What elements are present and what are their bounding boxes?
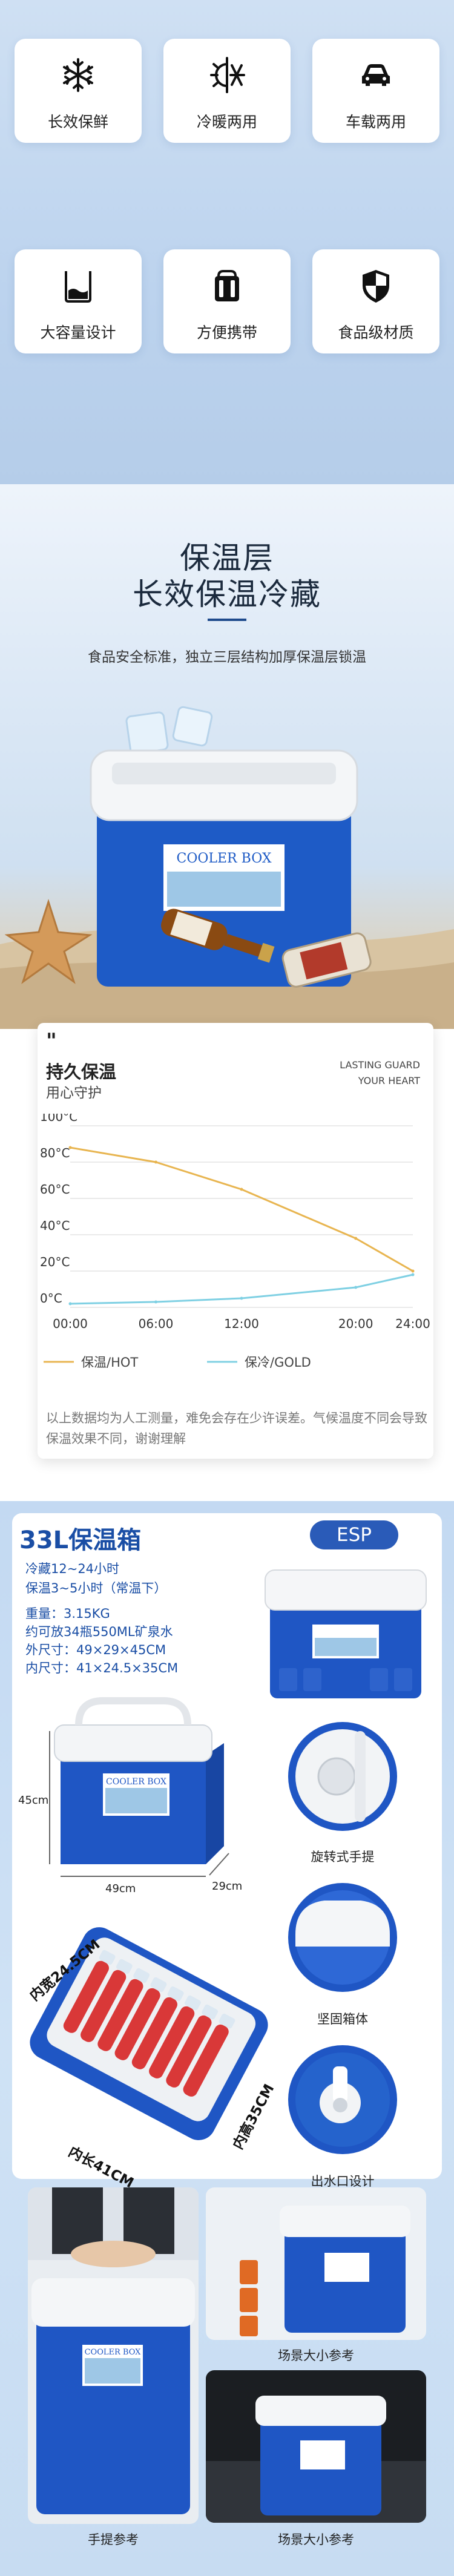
- shield-icon: [363, 270, 389, 303]
- cooler-interior-drawing: [30, 1927, 268, 2140]
- photo-caption: 手提参考: [88, 2532, 139, 2547]
- data-point: [154, 1300, 157, 1304]
- spec-line: 重量：3.15KG: [25, 1606, 110, 1621]
- hand-carry-photo: COOLER BOX: [28, 2187, 199, 2524]
- chart-card-title: 持久保温: [46, 1062, 117, 1082]
- product-title: 33L保温箱: [19, 1526, 142, 1554]
- feature-label: 车载两用: [345, 113, 406, 131]
- spec-line: 保温3~5小时（常温下）: [25, 1581, 167, 1595]
- y-tick-label: 80°C: [40, 1146, 70, 1160]
- beer-bottle-icon: [161, 908, 275, 963]
- cooler-dimension-drawing: COOLER BOX: [49, 1697, 229, 1877]
- hero-subtitle: 食品安全标准，独立三层结构加厚保温层锁温: [88, 649, 366, 665]
- y-tick-label: 20°C: [40, 1255, 70, 1269]
- data-point: [68, 1302, 72, 1306]
- spec-line: 外尺寸：49×29×45CM: [25, 1643, 166, 1657]
- spec-line: 约可放34瓶550ML矿泉水: [25, 1625, 173, 1639]
- water-outlet-detail: [288, 2045, 397, 2154]
- chart-card-subtitle: 用心守护: [46, 1085, 102, 1101]
- photo-caption: 场景大小参考: [278, 2348, 354, 2363]
- data-point: [411, 1273, 415, 1276]
- feature-card-food-grade: 食品级材质: [312, 249, 439, 353]
- data-point: [354, 1286, 358, 1289]
- hero-section: 保温层 长效保温冷藏 食品安全标准，独立三层结构加厚保温层锁温 COOLER B…: [0, 484, 454, 1029]
- y-tick-label: 40°C: [40, 1218, 70, 1233]
- rotating-handle-detail: [288, 1722, 397, 1831]
- hero-title-line1: 保温层: [180, 540, 274, 576]
- ice-cubes-icon: [125, 706, 213, 755]
- feature-card-fresh: 长效保鲜: [15, 39, 142, 143]
- feature-caption: 出水口设计: [311, 2174, 375, 2189]
- hero-illustration: COOLER BOX: [0, 706, 454, 1029]
- legend-label: 保温/HOT: [81, 1355, 138, 1370]
- x-tick-label: 06:00: [139, 1316, 174, 1331]
- feature-card-capacity: 大容量设计: [15, 249, 142, 353]
- data-point: [154, 1160, 157, 1164]
- measurement-note: 以上数据均为人工测量，难免会存在少许误差。气候温度不同会导致保温效果不同，谢谢理…: [46, 1411, 427, 1446]
- spec-line: 冷藏12~24小时: [25, 1562, 120, 1576]
- scene-size-photo-2: [206, 2370, 426, 2523]
- scene-size-photo-1: [206, 2187, 426, 2340]
- height-dimension: 45cm: [18, 1794, 49, 1807]
- product-detail-section: 33L保温箱 ESP 冷藏12~24小时 保温3~5小时（常温下） 重量：3.1…: [0, 1501, 454, 2576]
- feature-card-portable: 方便携带: [163, 249, 291, 353]
- cooler-carry-icon: [215, 270, 239, 301]
- feature-caption: 旋转式手提: [311, 1850, 375, 1864]
- data-point: [240, 1296, 243, 1300]
- photo-caption: 场景大小参考: [278, 2532, 354, 2547]
- y-tick-label: 60°C: [40, 1182, 70, 1197]
- features-section: 长效保鲜 冷暖两用 车载两用 大容量设计: [0, 0, 454, 484]
- data-point: [411, 1269, 415, 1273]
- insulation-chart-card: " 持久保温 用心守护 LASTING GUARD YOUR HEART 0°C…: [38, 1023, 433, 1459]
- box-label-text: COOLER BOX: [176, 851, 271, 866]
- feature-label: 大容量设计: [40, 324, 116, 341]
- sturdy-body-detail: [288, 1883, 397, 1992]
- temperature-chart: 0°C 20°C 40°C 60°C 80°C 100°C 00:00 06:00 12:00 2…: [40, 1114, 430, 1370]
- cooler-box-image: COOLER BOX: [90, 749, 358, 987]
- feature-label: 冷暖两用: [196, 113, 257, 131]
- data-point: [68, 1146, 72, 1149]
- feature-caption: 坚固箱体: [317, 2012, 368, 2026]
- spec-panel: 33L保温箱 ESP 冷藏12~24小时 保温3~5小时（常温下） 重量：3.1…: [12, 1513, 442, 2191]
- series-line-hot: [70, 1146, 413, 1272]
- starfish-icon: [4, 899, 93, 984]
- feature-label: 食品级材质: [338, 324, 414, 341]
- english-tagline-2: YOUR HEART: [358, 1075, 420, 1086]
- feature-card-hot-cold: 冷暖两用: [163, 39, 291, 143]
- length-dimension: 49cm: [105, 1882, 136, 1895]
- spec-line: 内尺寸：41×24.5×35CM: [25, 1661, 179, 1675]
- quote-mark: ": [46, 1029, 57, 1053]
- hero-title-line2: 长效保温冷藏: [133, 577, 321, 612]
- car-icon: [362, 64, 390, 86]
- english-tagline-1: LASTING GUARD: [340, 1059, 420, 1071]
- x-tick-label: 20:00: [338, 1316, 373, 1331]
- x-tick-label: 24:00: [395, 1316, 430, 1331]
- title-divider: [208, 619, 246, 621]
- legend-label: 保冷/GOLD: [245, 1355, 311, 1370]
- sun-snow-icon: [210, 57, 245, 93]
- box-label-text: COOLER BOX: [106, 1777, 166, 1787]
- y-tick-label: 100°C: [40, 1114, 77, 1124]
- feature-label: 方便携带: [196, 324, 257, 341]
- data-point: [354, 1237, 358, 1240]
- feature-label: 长效保鲜: [47, 113, 108, 131]
- width-dimension: 29cm: [212, 1880, 243, 1893]
- x-tick-label: 00:00: [53, 1316, 88, 1331]
- cooler-front-photo: [265, 1569, 427, 1698]
- esp-badge: ESP: [310, 1520, 398, 1549]
- box-label-text: COOLER BOX: [85, 2348, 142, 2357]
- data-point: [240, 1188, 243, 1191]
- y-tick-label: 0°C: [40, 1291, 62, 1306]
- can-icon: [281, 932, 372, 988]
- snowflake-icon: [63, 58, 93, 92]
- container-icon: [65, 271, 91, 303]
- x-tick-label: 12:00: [224, 1316, 259, 1331]
- feature-card-car: 车载两用: [312, 39, 439, 143]
